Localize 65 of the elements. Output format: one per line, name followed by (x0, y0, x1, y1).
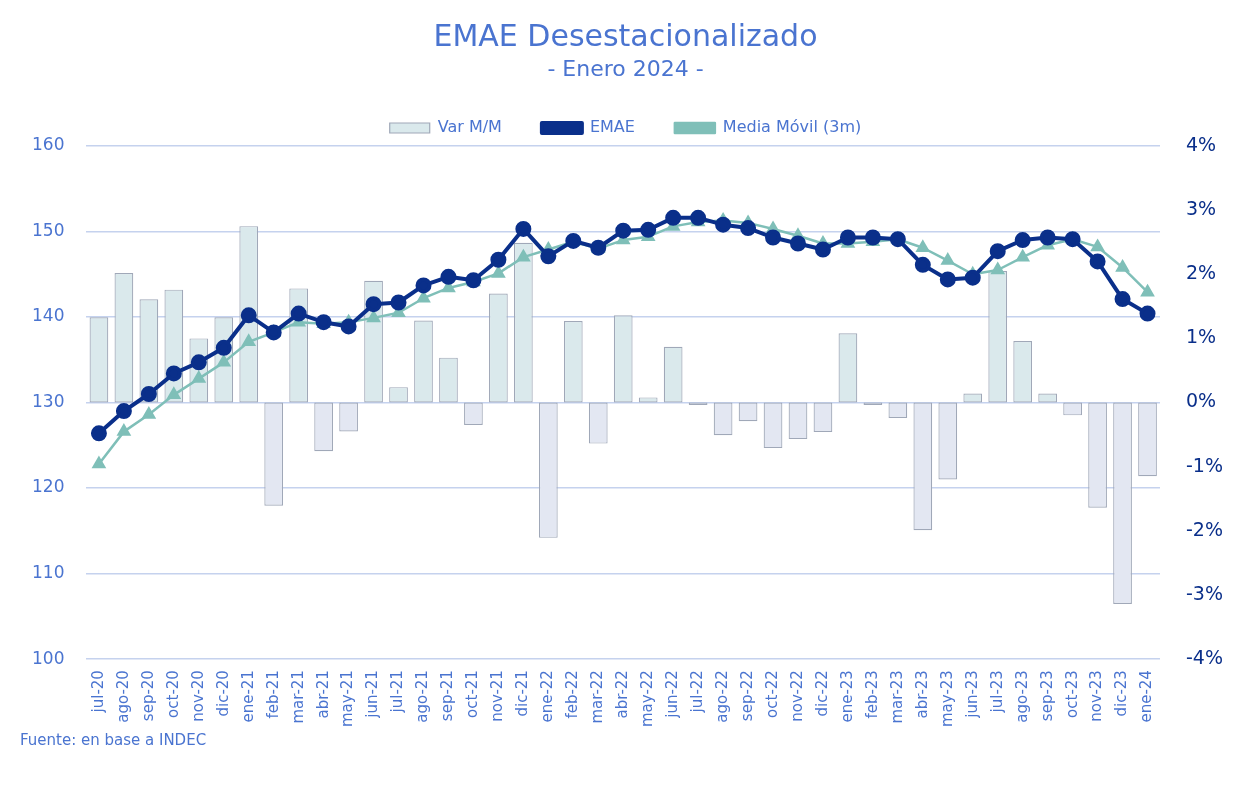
x-tick-label: jul-21 (388, 670, 407, 714)
y2-tick-label: 1% (1186, 325, 1217, 348)
x-tick-label: nov-23 (1087, 670, 1106, 722)
x-tick-label: dic-20 (213, 670, 232, 717)
x-tick-label: oct-21 (463, 670, 482, 718)
chart-title: EMAE Desestacionalizado (432, 18, 819, 53)
x-tick-label: jun-23 (962, 670, 981, 719)
x-tick-label: jun-21 (363, 670, 382, 719)
y2-tick-label: 2% (1186, 261, 1217, 284)
y-tick-label: 120 (31, 476, 65, 497)
y2-tick-label: -1% (1186, 453, 1223, 476)
y-tick-label: 140 (31, 305, 65, 326)
x-tick-label: ago-20 (113, 670, 132, 723)
x-tick-label: sep-23 (1037, 670, 1056, 722)
x-tick-label: sep-21 (438, 670, 457, 722)
legend-label: Var M/M (437, 117, 502, 137)
x-tick-label: oct-22 (762, 670, 781, 718)
x-tick-label: dic-21 (513, 670, 532, 717)
x-tick-label: sep-20 (138, 670, 157, 722)
x-tick-label: sep-22 (737, 670, 756, 722)
y-tick-label: 130 (31, 390, 65, 411)
x-tick-label: ene-22 (538, 670, 557, 723)
x-tick-label: ago-22 (712, 670, 731, 723)
x-tick-label: ago-21 (413, 670, 432, 723)
x-tick-label: abr-22 (613, 670, 632, 719)
y-tick-label: 150 (31, 219, 65, 240)
x-tick-label: nov-22 (787, 670, 806, 722)
x-tick-label: jul-20 (88, 670, 107, 714)
x-tick-label: ago-23 (1012, 670, 1031, 723)
x-tick-label: dic-23 (1112, 670, 1131, 717)
y2-tick-label: -2% (1186, 517, 1223, 540)
x-tick-label: feb-22 (563, 670, 582, 719)
y2-tick-label: -3% (1186, 581, 1223, 604)
x-tick-label: nov-21 (488, 670, 507, 722)
x-tick-label: jul-22 (688, 670, 707, 714)
y2-tick-label: 3% (1186, 197, 1217, 220)
legend-label: Media Móvil (3m) (722, 117, 862, 137)
x-tick-label: ene-23 (837, 670, 856, 723)
y2-tick-label: 0% (1186, 389, 1217, 412)
x-tick-label: may-23 (937, 670, 956, 728)
x-tick-label: may-21 (338, 670, 357, 728)
x-tick-label: oct-23 (1062, 670, 1081, 718)
legend-label: EMAE (589, 117, 635, 137)
x-tick-label: nov-20 (188, 670, 207, 722)
x-tick-label: ene-21 (238, 670, 257, 723)
y-tick-label: 110 (31, 561, 65, 582)
x-tick-label: jul-23 (987, 670, 1006, 714)
x-tick-label: may-22 (638, 670, 657, 728)
y-tick-label: 100 (31, 647, 65, 668)
x-tick-label: dic-22 (812, 670, 831, 717)
y-tick-label: 160 (31, 134, 65, 155)
y2-tick-label: -4% (1186, 646, 1223, 669)
x-tick-label: mar-21 (288, 670, 307, 724)
source-note: Fuente: en base a INDEC (20, 731, 207, 749)
x-tick-label: oct-20 (163, 670, 182, 718)
y2-tick-label: 4% (1186, 132, 1217, 155)
chart-subtitle: - Enero 2024 - (546, 56, 705, 81)
x-tick-label: feb-21 (263, 670, 282, 719)
x-tick-label: mar-22 (588, 670, 607, 724)
x-tick-label: mar-23 (887, 670, 906, 724)
x-tick-label: ene-24 (1137, 670, 1156, 723)
x-tick-label: abr-21 (313, 670, 332, 719)
x-tick-label: jun-22 (663, 670, 682, 719)
x-tick-label: feb-23 (862, 670, 881, 719)
x-tick-label: abr-23 (912, 670, 931, 719)
